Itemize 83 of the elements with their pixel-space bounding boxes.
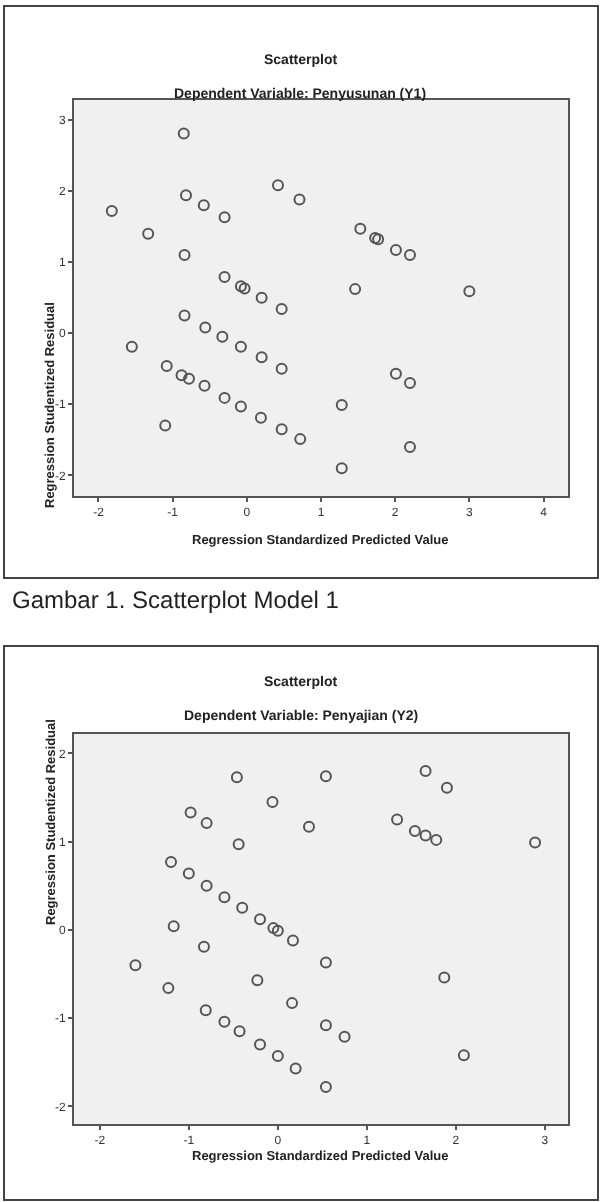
point bbox=[389, 244, 402, 257]
point bbox=[175, 369, 188, 382]
point bbox=[319, 956, 332, 969]
point bbox=[286, 934, 299, 947]
point bbox=[271, 924, 284, 937]
point bbox=[463, 285, 476, 298]
point bbox=[266, 795, 279, 808]
point bbox=[271, 179, 284, 192]
point bbox=[177, 127, 190, 140]
point bbox=[184, 806, 197, 819]
point bbox=[255, 291, 268, 304]
point bbox=[408, 825, 421, 838]
point bbox=[165, 855, 178, 868]
point bbox=[251, 974, 264, 987]
point bbox=[294, 433, 307, 446]
point bbox=[391, 813, 404, 826]
point bbox=[218, 271, 231, 284]
point bbox=[234, 280, 247, 293]
point bbox=[354, 222, 367, 235]
point bbox=[178, 309, 191, 322]
point bbox=[275, 423, 288, 436]
point bbox=[199, 321, 212, 334]
point bbox=[167, 920, 180, 933]
point bbox=[232, 838, 245, 851]
point bbox=[236, 901, 249, 914]
point bbox=[216, 330, 229, 343]
point bbox=[182, 372, 195, 385]
point bbox=[293, 193, 306, 206]
point bbox=[319, 770, 332, 783]
point bbox=[218, 891, 231, 904]
point bbox=[271, 1050, 284, 1063]
point bbox=[419, 829, 432, 842]
point bbox=[182, 867, 195, 880]
point bbox=[275, 303, 288, 316]
point bbox=[335, 399, 348, 411]
text: Gambar 1. Scatterplot Model 1 bbox=[12, 586, 340, 614]
point bbox=[389, 367, 402, 380]
point bbox=[199, 1004, 212, 1017]
point bbox=[430, 833, 443, 846]
point bbox=[404, 376, 416, 389]
point bbox=[319, 1080, 332, 1093]
point bbox=[404, 248, 416, 261]
point bbox=[457, 1049, 470, 1062]
point bbox=[286, 997, 299, 1010]
point bbox=[180, 189, 192, 202]
point bbox=[267, 922, 280, 935]
point bbox=[218, 211, 231, 224]
point bbox=[230, 771, 243, 784]
point bbox=[218, 1015, 231, 1028]
point bbox=[254, 913, 267, 926]
point bbox=[160, 359, 173, 372]
point bbox=[254, 1038, 267, 1051]
point bbox=[275, 362, 288, 375]
point bbox=[142, 227, 155, 240]
point bbox=[238, 282, 251, 295]
point bbox=[234, 340, 247, 353]
point bbox=[438, 971, 451, 984]
point bbox=[162, 982, 175, 995]
point bbox=[197, 199, 210, 212]
point bbox=[218, 391, 231, 404]
point bbox=[335, 462, 348, 475]
point bbox=[255, 351, 268, 364]
point bbox=[349, 283, 362, 296]
point bbox=[198, 379, 211, 392]
point bbox=[178, 248, 191, 261]
point bbox=[200, 879, 213, 892]
point bbox=[404, 440, 416, 453]
point bbox=[419, 765, 432, 778]
point bbox=[129, 959, 142, 972]
point bbox=[200, 817, 213, 830]
point bbox=[159, 419, 172, 432]
point bbox=[105, 204, 118, 217]
point bbox=[529, 836, 542, 849]
point bbox=[302, 820, 315, 833]
point bbox=[233, 1025, 246, 1038]
point bbox=[234, 400, 247, 413]
point bbox=[338, 1030, 351, 1043]
point bbox=[319, 1019, 332, 1032]
point bbox=[289, 1062, 302, 1075]
point bbox=[254, 411, 267, 424]
point bbox=[440, 781, 453, 794]
point bbox=[125, 340, 138, 353]
point bbox=[197, 940, 210, 953]
